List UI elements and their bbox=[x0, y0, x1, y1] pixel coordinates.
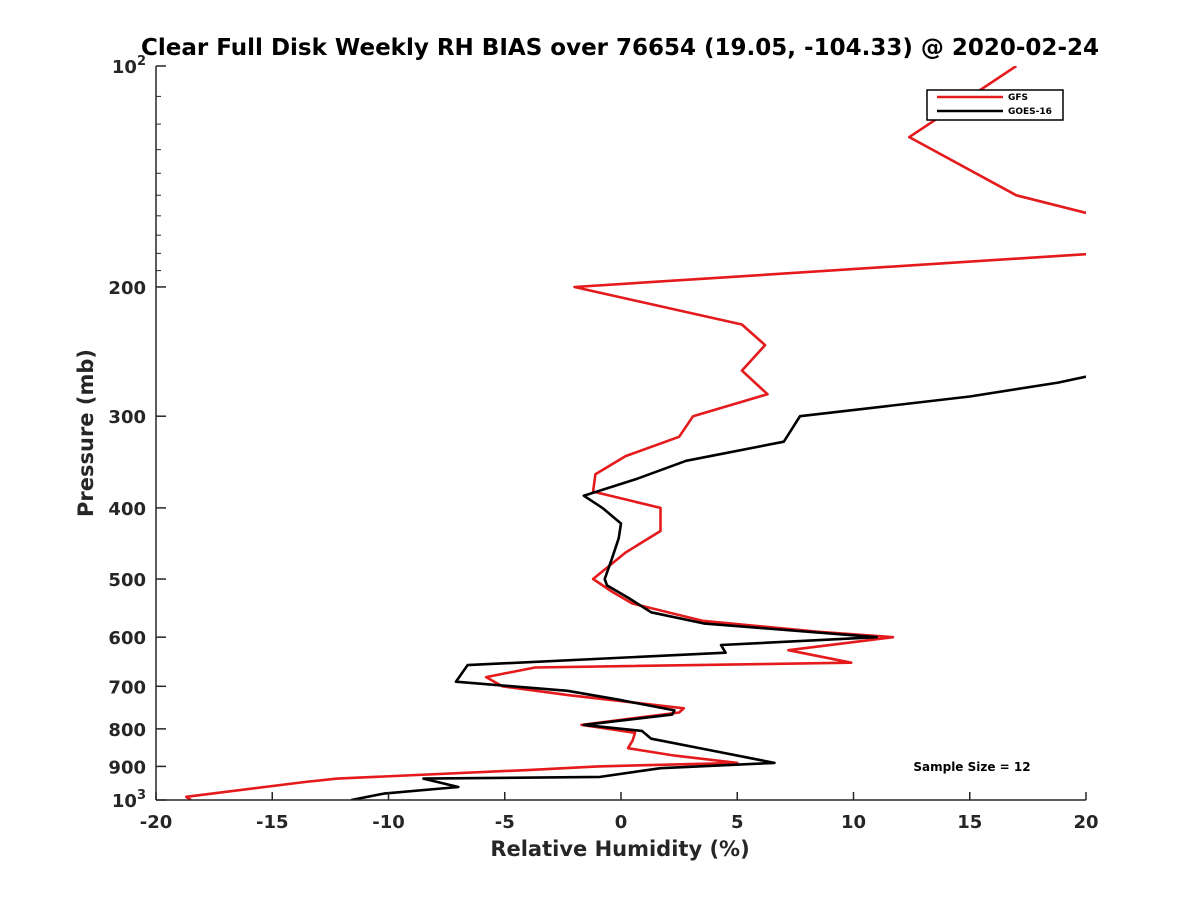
legend-label-goes-16: GOES-16 bbox=[1008, 107, 1052, 117]
y-tick-label: 200 bbox=[108, 278, 146, 299]
x-tick-label: 10 bbox=[841, 812, 866, 833]
series-layer bbox=[184, 66, 1086, 800]
y-tick-label: 103 bbox=[112, 788, 146, 812]
y-tick-label: 900 bbox=[108, 757, 146, 778]
x-tick-label: -20 bbox=[140, 812, 173, 833]
legend-label-gfs: GFS bbox=[1008, 93, 1028, 103]
y-tick-label: 400 bbox=[108, 499, 146, 520]
x-tick-label: -15 bbox=[256, 812, 289, 833]
legend: GFS GOES-16 bbox=[926, 89, 1064, 121]
y-tick-label: 600 bbox=[108, 628, 146, 649]
y-tick-label: 500 bbox=[108, 570, 146, 591]
axes: -20 -15 -10 -5 0 5 10 15 20 102 200 300 400 500 600 700… bbox=[108, 54, 1098, 833]
series-line-goes-16 bbox=[351, 375, 1086, 800]
y-tick-label: 700 bbox=[108, 677, 146, 698]
legend-box bbox=[926, 89, 1064, 121]
x-tick-label: 0 bbox=[615, 812, 628, 833]
x-tick-label: -10 bbox=[372, 812, 405, 833]
y-axis-label: Pressure (mb) bbox=[74, 349, 98, 517]
series-line-gfs bbox=[184, 66, 1086, 800]
sample-size-annotation: Sample Size = 12 bbox=[913, 760, 1030, 774]
y-tick-label: 800 bbox=[108, 720, 146, 741]
x-tick-label: 15 bbox=[957, 812, 982, 833]
chart-title: Clear Full Disk Weekly RH BIAS over 7665… bbox=[141, 35, 1099, 61]
y-tick-label: 300 bbox=[108, 407, 146, 428]
y-tick-label: 102 bbox=[112, 54, 146, 78]
x-axis-label: Relative Humidity (%) bbox=[490, 837, 749, 861]
x-tick-label: -5 bbox=[495, 812, 515, 833]
x-tick-label: 5 bbox=[731, 812, 744, 833]
x-tick-label: 20 bbox=[1073, 812, 1098, 833]
